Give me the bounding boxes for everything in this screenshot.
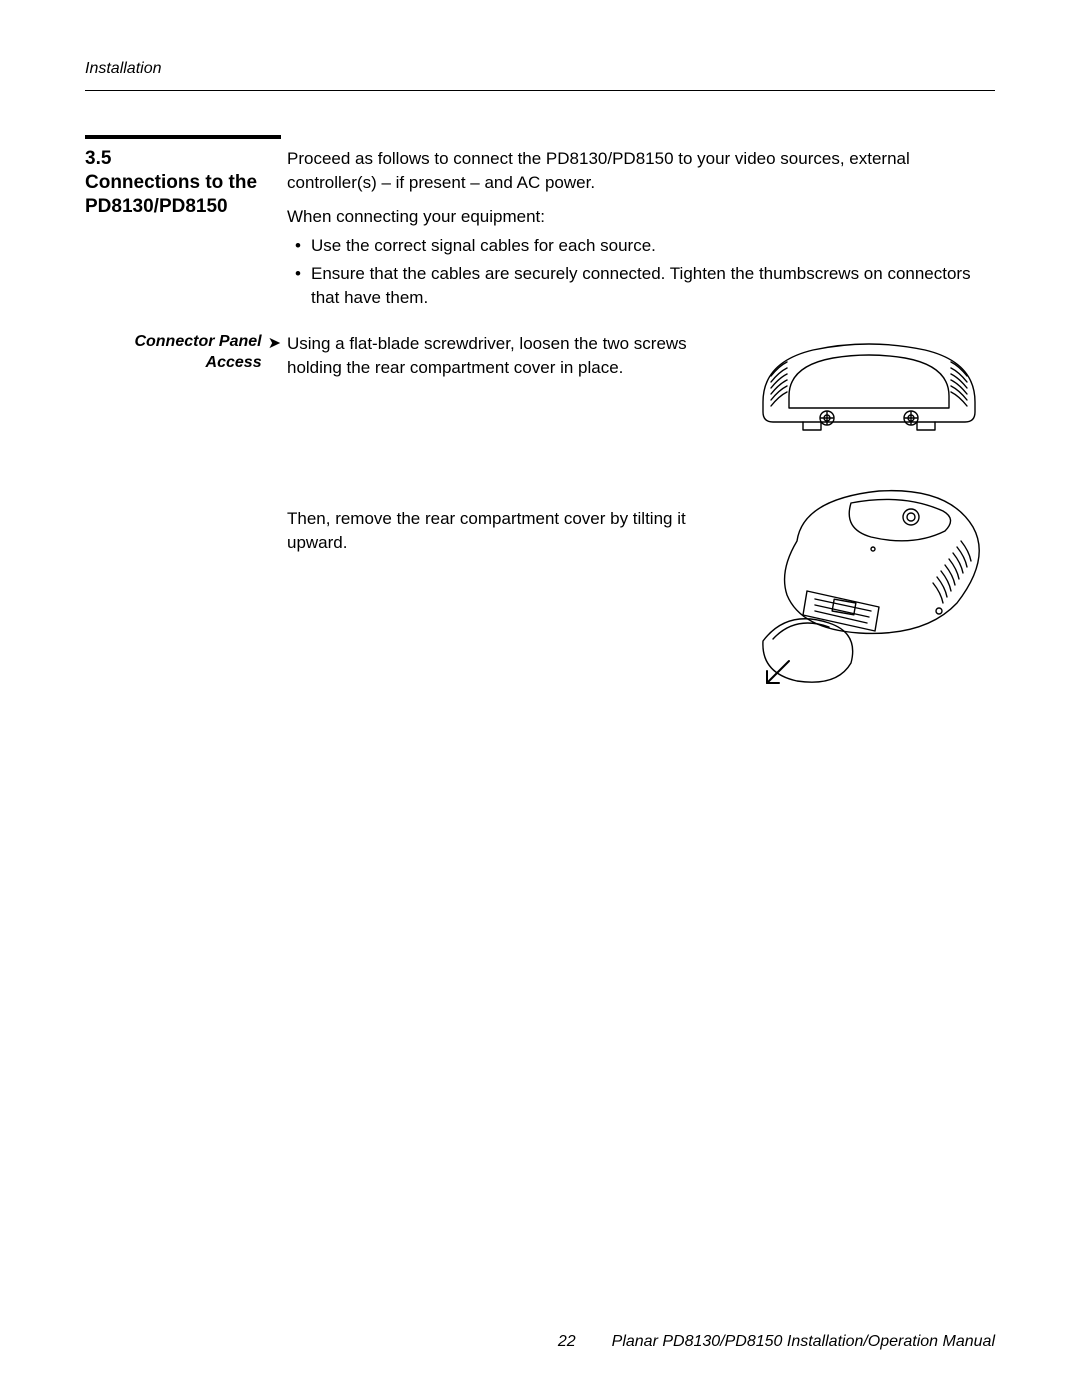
subsection-row-1: Connector Panel Access ➤ Using a flat-bl… [85,332,995,441]
step1-text: Using a flat-blade screwdriver, loosen t… [287,332,733,380]
section-title-line1: Connections to the [85,171,281,195]
subsection-row-2: Then, remove the rear compartment cover … [85,481,995,696]
running-header: Installation [85,60,995,78]
intro-paragraph-1: Proceed as follows to connect the PD8130… [287,147,995,195]
step2-text: Then, remove the rear compartment cover … [287,481,733,555]
figure-cover-tilt [743,481,995,696]
section-intro: Proceed as follows to connect the PD8130… [287,147,995,314]
manual-page: Installation 3.5 Connections to the PD81… [0,0,1080,1397]
header-rule [85,90,995,91]
intro-bullet-2: Ensure that the cables are securely conn… [287,262,995,310]
section-title-line2: PD8130/PD8150 [85,195,281,219]
subsection-label: Connector Panel Access [85,332,262,374]
page-number: 22 [558,1333,576,1351]
page-footer: 22 Planar PD8130/PD8150 Installation/Ope… [558,1333,995,1351]
intro-bullets: Use the correct signal cables for each s… [287,234,995,309]
section-heading-block: 3.5 Connections to the PD8130/PD8150 [85,147,287,218]
intro-bullet-1: Use the correct signal cables for each s… [287,234,995,258]
figure-rear-view [743,332,995,441]
section-thick-rule [85,135,281,139]
subsection-content-1: Using a flat-blade screwdriver, loosen t… [287,332,995,441]
subsection-content-2: Then, remove the rear compartment cover … [287,481,995,696]
manual-title: Planar PD8130/PD8150 Installation/Operat… [612,1333,995,1351]
section-number: 3.5 [85,147,281,171]
right-arrow-icon: ➤ [268,334,281,355]
section-head-row: 3.5 Connections to the PD8130/PD8150 Pro… [85,147,995,314]
intro-paragraph-2: When connecting your equipment: [287,205,995,229]
subsection-label-cell: Connector Panel Access ➤ [85,332,287,374]
